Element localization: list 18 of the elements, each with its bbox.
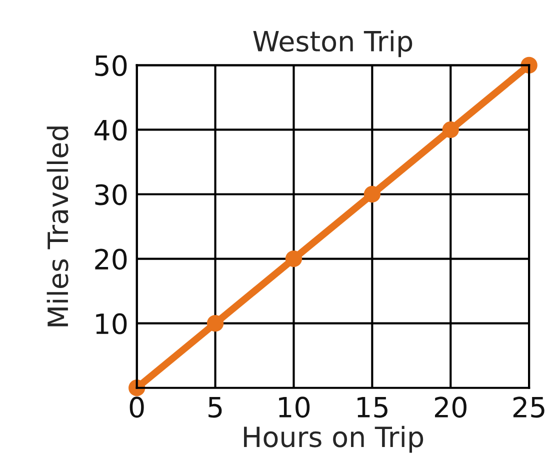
x-tick-label: 5 (208, 397, 222, 418)
x-tick-label: 10 (279, 396, 310, 418)
y-axis-title: Miles Travelled (46, 126, 68, 326)
x-tick-label: 15 (358, 397, 388, 418)
point (285, 250, 302, 268)
y-tick-label: 40 (94, 120, 127, 141)
point (364, 186, 381, 203)
chart-title: Weston Trip (253, 30, 412, 58)
x-tick-label: 20 (434, 396, 466, 418)
point (442, 121, 459, 138)
y-tick-label: 50 (95, 55, 127, 76)
y-tick-label: 30 (95, 184, 127, 206)
y-tick-label: 20 (95, 248, 127, 270)
y-tick-label: 10 (96, 313, 127, 334)
point (206, 314, 224, 332)
x-tick-label: 0 (130, 396, 144, 418)
x-axis-title: Hours on Trip (244, 426, 424, 453)
x-tick-label: 25 (513, 396, 544, 418)
